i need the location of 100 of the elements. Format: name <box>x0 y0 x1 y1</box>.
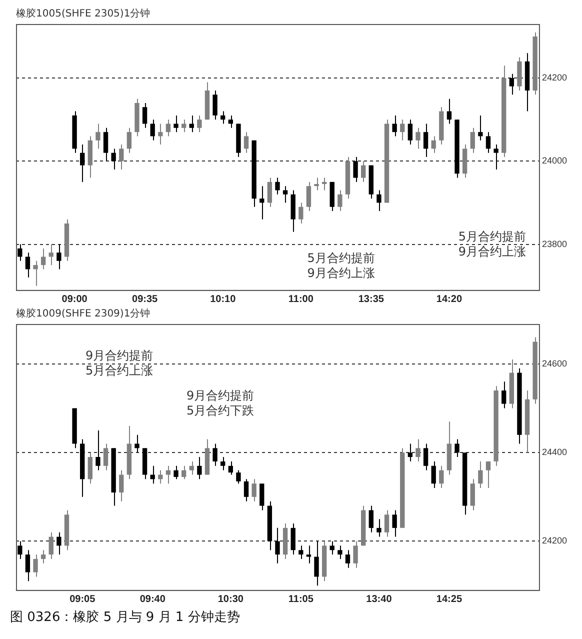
candlestick <box>494 144 498 170</box>
y-tick-label: 24200 <box>542 536 568 546</box>
candlestick <box>306 181 312 212</box>
x-tick-label: 10:10 <box>210 294 236 305</box>
annotation: 5月合约提前 9月合约上涨 <box>307 250 375 280</box>
candlestick <box>290 523 296 556</box>
candlestick <box>220 456 226 471</box>
candlestick <box>306 545 312 564</box>
candlestick <box>509 73 514 96</box>
x-tick-label: 09:35 <box>132 294 158 305</box>
candlestick <box>150 119 155 141</box>
candlestick <box>376 518 382 538</box>
candlestick <box>392 510 397 538</box>
candlestick <box>103 443 108 471</box>
candlestick <box>353 156 358 182</box>
candlestick <box>220 110 226 124</box>
candlestick <box>80 144 85 182</box>
y-tick-label: 24400 <box>542 447 568 458</box>
annotation: 5月合约提前 9月合约上涨 <box>458 230 526 259</box>
candlestick <box>33 260 38 286</box>
candlestick <box>103 127 108 162</box>
candlestick <box>197 114 202 133</box>
x-tick-label: 14:25 <box>436 594 462 605</box>
x-tick-label: 10:30 <box>218 594 244 605</box>
candlestick <box>275 177 280 195</box>
candlestick <box>56 532 62 556</box>
candlestick <box>338 190 342 212</box>
candlestick <box>212 90 218 120</box>
chart-title: 橡胶1005(SHFE 2305)1分钟 <box>16 8 150 20</box>
candlestick <box>181 119 186 133</box>
x-tick-label: 09:40 <box>140 594 166 605</box>
candlestick <box>18 244 22 262</box>
candlestick <box>88 452 92 484</box>
candlestick <box>189 114 194 133</box>
candlestick <box>416 438 420 462</box>
candlestick <box>158 123 163 146</box>
candlestick <box>322 177 327 191</box>
y-tick-label: 23800 <box>542 238 568 249</box>
y-tick-label: 24000 <box>542 156 568 166</box>
x-tick-label: 11:00 <box>288 294 314 305</box>
x-tick-label: 11:05 <box>288 594 314 605</box>
candlestick <box>111 148 116 170</box>
x-tick-label: 09:00 <box>62 294 88 305</box>
candlestick <box>439 465 444 489</box>
candlestick <box>454 438 460 458</box>
candlestick <box>96 123 100 150</box>
y-tick-label: 24200 <box>542 72 568 83</box>
candlestick <box>96 430 100 471</box>
annotation: 9月合约提前 5月合约上涨 <box>86 348 154 378</box>
candlestick <box>282 186 288 204</box>
candlestick <box>25 550 30 582</box>
candlestick <box>267 177 272 208</box>
candlestick <box>275 527 280 564</box>
y-tick-label: 24600 <box>542 358 568 368</box>
candlestick <box>330 540 334 556</box>
candlestick <box>345 550 350 568</box>
candlestick <box>236 470 241 484</box>
candlestick <box>470 478 475 511</box>
candlestick <box>40 550 46 564</box>
x-tick-label: 13:40 <box>366 594 392 605</box>
candlestick <box>48 532 54 560</box>
candlestick <box>174 465 178 480</box>
x-tick-label: 14:20 <box>436 294 462 305</box>
candlestick <box>260 483 264 511</box>
candlestick <box>361 160 366 182</box>
candlestick <box>126 127 132 154</box>
candlestick <box>244 132 249 154</box>
caption: 图 0326：橡胶 5 月与 9 月 1 分钟走势 <box>9 609 241 626</box>
candlestick <box>486 132 491 154</box>
candlestick <box>431 136 436 154</box>
candlestick <box>25 252 30 278</box>
candlestick <box>408 119 413 146</box>
candlestick <box>158 470 163 484</box>
candlestick <box>197 456 202 480</box>
candlestick <box>298 545 304 560</box>
candlestick <box>18 540 22 560</box>
candlestick <box>252 478 256 502</box>
candlestick <box>478 460 483 489</box>
candlestick <box>181 465 186 480</box>
candlestick <box>166 119 171 137</box>
candlestick <box>502 381 506 409</box>
candlestick <box>40 248 46 270</box>
chart-title: 橡胶1009(SHFE 2309)1分钟 <box>16 308 150 320</box>
candlestick <box>150 465 155 484</box>
candlestick <box>142 102 148 128</box>
candlestick <box>431 460 436 489</box>
candlestick <box>228 460 233 476</box>
candlestick <box>48 244 54 266</box>
candlestick <box>408 443 413 462</box>
annotation: 9月合约提前 5月合约下跌 <box>186 388 254 418</box>
x-tick-label: 09:05 <box>70 594 96 605</box>
candlestick <box>392 114 397 137</box>
candlestick <box>189 460 194 476</box>
candlestick <box>446 98 452 124</box>
x-tick-label: 13:35 <box>358 294 384 305</box>
candlestick <box>470 127 475 154</box>
candlestick <box>134 434 140 454</box>
candlestick <box>174 114 178 133</box>
candlestick <box>486 460 491 489</box>
candlestick <box>376 190 382 212</box>
